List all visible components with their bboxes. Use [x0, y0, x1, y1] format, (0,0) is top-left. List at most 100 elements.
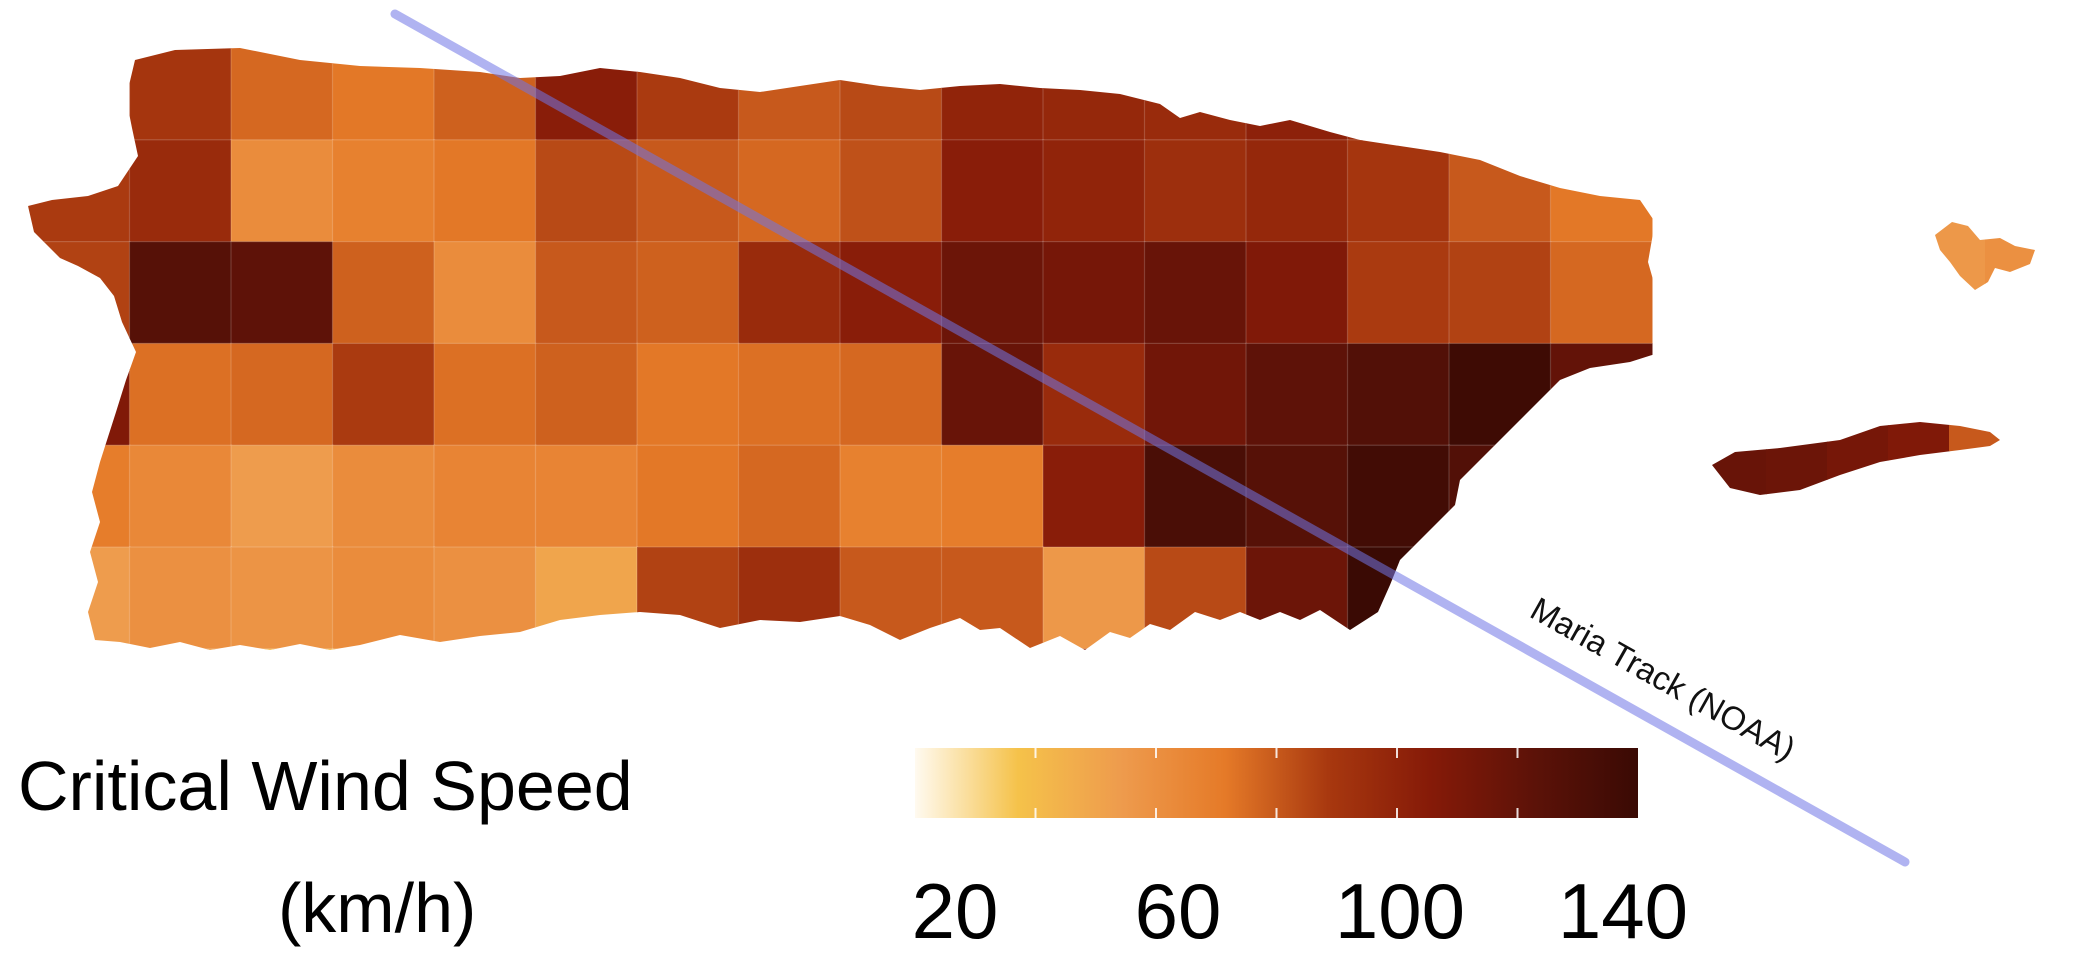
grid-cell — [534, 444, 639, 549]
grid-cell — [1143, 546, 1248, 650]
grid-cell — [1346, 648, 1451, 650]
grid-cell — [331, 139, 436, 243]
grid-cell — [331, 444, 436, 549]
grid-cell — [737, 444, 842, 549]
grid-cell — [1245, 139, 1349, 243]
grid-cell — [534, 241, 639, 345]
grid-cell — [1346, 139, 1451, 243]
grid-cell — [1042, 546, 1146, 650]
legend-tick-marks — [1034, 748, 1519, 818]
grid-cell — [940, 139, 1045, 243]
grid-cell — [28, 546, 131, 650]
grid-cell — [1143, 648, 1248, 650]
vieques-cell — [1712, 422, 1767, 495]
grid-cell — [1042, 48, 1146, 142]
grid-cell — [839, 648, 943, 650]
grid-cell — [940, 648, 1045, 650]
legend-title-line2: (km/h) — [278, 869, 476, 947]
grid-cell — [1245, 546, 1349, 650]
legend-tick-label: 60 — [1135, 867, 1222, 955]
grid-cell — [331, 342, 436, 447]
grid-cell — [128, 342, 233, 447]
grid-cell — [1042, 648, 1146, 650]
grid-cell — [1346, 241, 1451, 345]
grid-cell — [534, 139, 639, 243]
culebra-cell — [1935, 222, 1986, 290]
grid-cell — [331, 48, 436, 142]
grid-cell — [1448, 241, 1552, 345]
grid-cell — [1245, 342, 1349, 447]
grid-cell — [940, 48, 1045, 142]
grid-cell — [839, 342, 943, 447]
grid-cell — [636, 48, 740, 142]
legend-tick-labels: 20 60 100 140 — [912, 867, 1688, 955]
grid-cell — [1042, 444, 1146, 549]
maria-track-label: Maria Track (NOAA) — [1525, 590, 1802, 768]
grid-cell — [128, 648, 233, 650]
grid-cell — [534, 546, 639, 650]
grid-cell — [1042, 139, 1146, 243]
grid-cell — [28, 241, 131, 345]
grid-cell — [1143, 241, 1248, 345]
grid-cell — [128, 48, 233, 142]
grid-cell — [28, 648, 131, 650]
grid-cell — [128, 546, 233, 650]
legend-tick-label: 20 — [912, 867, 999, 955]
grid-cell — [230, 241, 334, 345]
grid-cell — [1143, 48, 1248, 142]
grid-cell — [28, 444, 131, 549]
grid-cell — [636, 444, 740, 549]
grid-cell — [1042, 241, 1146, 345]
grid-cell — [1143, 342, 1248, 447]
grid-cell — [737, 139, 842, 243]
legend-tick-label: 140 — [1558, 867, 1688, 955]
vieques-cell — [1766, 422, 1828, 495]
grid-cell — [1245, 648, 1349, 650]
grid-cell — [1346, 444, 1451, 549]
grid-cell — [331, 648, 436, 650]
grid-cell — [1448, 342, 1552, 447]
grid-cell — [636, 342, 740, 447]
grid-cell — [737, 648, 842, 650]
grid-cell — [839, 546, 943, 650]
grid-cell — [534, 342, 639, 447]
grid-cell — [1143, 139, 1248, 243]
grid-cell — [128, 241, 233, 345]
legend-colorbar — [915, 748, 1638, 818]
grid-cell — [28, 139, 131, 243]
legend-tick-label: 100 — [1335, 867, 1465, 955]
grid-cell — [230, 648, 334, 650]
grid-cell — [636, 241, 740, 345]
grid-cell — [636, 648, 740, 650]
grid-cell — [636, 546, 740, 650]
grid-cell — [230, 342, 334, 447]
grid-cell — [433, 241, 537, 345]
grid-cell — [1549, 139, 1654, 243]
main-island — [28, 48, 1654, 650]
grid-cell — [1245, 48, 1349, 142]
grid-cell — [940, 546, 1045, 650]
grid-cell — [433, 444, 537, 549]
grid-cell — [839, 48, 943, 142]
grid-cell — [1448, 139, 1552, 243]
grid-cell — [1549, 342, 1654, 447]
grid-cell — [534, 648, 639, 650]
grid-cell — [839, 444, 943, 549]
grid-cell — [433, 139, 537, 243]
grid-cell — [737, 48, 842, 142]
vieques-cell — [1888, 422, 1950, 495]
grid-cell — [230, 444, 334, 549]
culebra-cell — [1985, 222, 2035, 290]
grid-cell — [433, 648, 537, 650]
grid-cell — [128, 139, 233, 243]
maria-track-line — [390, 9, 1910, 867]
grid-cell — [230, 139, 334, 243]
grid-cell — [1346, 342, 1451, 447]
grid-cell — [636, 139, 740, 243]
grid-cell — [1448, 444, 1552, 549]
grid-cell — [1346, 48, 1451, 142]
grid-cell — [230, 48, 334, 142]
grid-cell — [128, 444, 233, 549]
